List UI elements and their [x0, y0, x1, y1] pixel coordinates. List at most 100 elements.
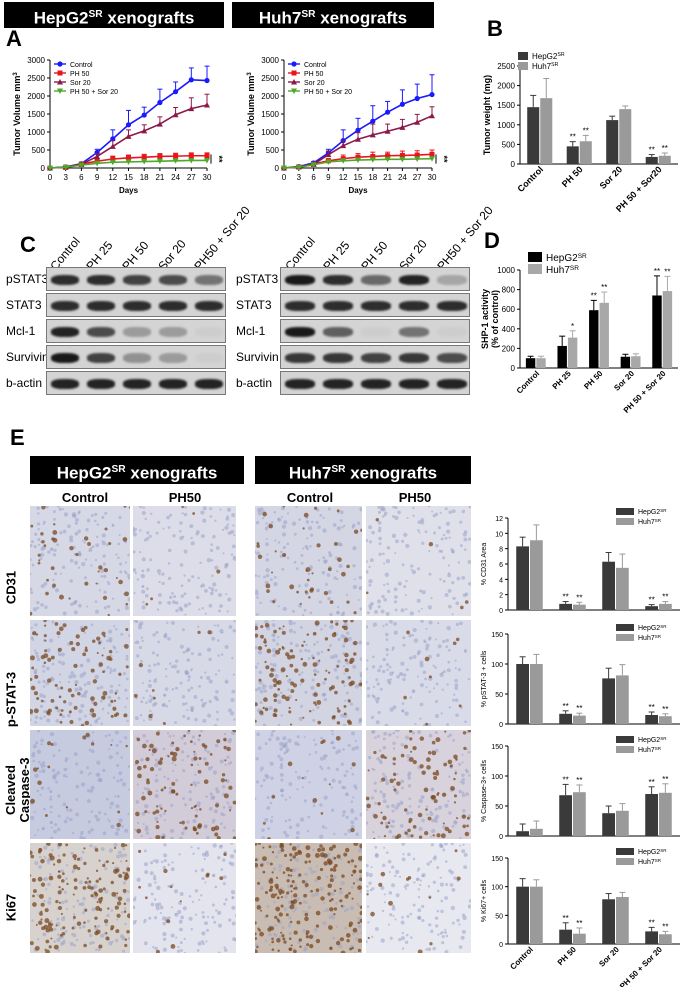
nucleus-dot [455, 601, 460, 606]
nucleus-dot [447, 735, 450, 738]
huh7-title-suffix: xenografts [315, 8, 408, 28]
nucleus-dot [227, 762, 231, 766]
stain-dot [309, 710, 312, 713]
stain-dot [455, 637, 460, 642]
nucleus-dot [205, 795, 208, 798]
stain-dot [110, 925, 115, 930]
nucleus-dot [306, 547, 309, 551]
significance-label: ** [649, 778, 655, 787]
nucleus-dot [266, 806, 271, 810]
y-tick-label: 12 [495, 516, 503, 523]
stain-dot [175, 792, 179, 796]
nucleus-dot [447, 589, 452, 593]
data-point [429, 112, 435, 119]
nucleus-dot [139, 713, 143, 717]
nucleus-dot [375, 678, 379, 682]
stain-dot [74, 858, 77, 861]
nucleus-dot [181, 695, 186, 699]
nucleus-dot [231, 905, 236, 910]
stain-dot [301, 879, 306, 884]
nucleus-dot [296, 775, 302, 780]
nucleus-dot [136, 654, 140, 658]
nucleus-dot [133, 592, 136, 595]
nucleus-dot [126, 890, 130, 894]
nucleus-dot [371, 767, 375, 771]
nucleus-dot [302, 928, 307, 933]
nucleus-dot [456, 918, 460, 923]
stain-dot [330, 620, 334, 624]
nucleus-dot [266, 861, 270, 865]
nucleus-dot [400, 608, 405, 613]
nucleus-dot [430, 929, 434, 933]
stain-dot [360, 683, 362, 686]
stain-dot [69, 719, 74, 725]
nucleus-dot [99, 685, 104, 689]
stain-dot [90, 894, 94, 898]
nucleus-dot [381, 594, 385, 599]
nucleus-dot [202, 718, 207, 723]
stain-dot [30, 708, 34, 714]
nucleus-dot [124, 828, 129, 833]
stain-dot [334, 690, 338, 695]
nucleus-dot [49, 797, 53, 801]
nucleus-dot [287, 900, 292, 905]
stain-dot [293, 949, 297, 953]
nucleus-dot [461, 913, 466, 917]
nucleus-dot [427, 723, 432, 726]
nucleus-dot [421, 590, 426, 595]
nucleus-dot [109, 667, 112, 670]
stain-dot [164, 809, 167, 813]
nucleus-dot [402, 947, 405, 950]
nucleus-dot [446, 626, 451, 631]
nucleus-dot [419, 879, 423, 882]
nucleus-dot [451, 887, 456, 892]
nucleus-dot [231, 656, 234, 660]
nucleus-dot [435, 682, 439, 686]
nucleus-dot [204, 921, 208, 926]
x-tick-label: 3 [297, 173, 302, 182]
stain-dot [210, 826, 216, 832]
nucleus-dot [416, 877, 420, 881]
nucleus-dot [255, 645, 259, 650]
stain-dot [54, 622, 59, 626]
nucleus-dot [416, 675, 420, 678]
bar [525, 358, 536, 368]
nucleus-dot [141, 585, 145, 588]
stain-dot [276, 896, 280, 900]
ihc-tile [30, 730, 130, 839]
nucleus-dot [265, 542, 269, 547]
nucleus-dot [73, 560, 79, 565]
nucleus-dot [175, 659, 179, 663]
nucleus-dot [82, 924, 86, 929]
nucleus-dot [141, 811, 146, 816]
nucleus-dot [380, 938, 385, 943]
nucleus-dot [354, 786, 358, 790]
significance-label: ** [662, 705, 668, 714]
stain-dot [126, 929, 130, 934]
nucleus-dot [183, 512, 188, 517]
nucleus-dot [327, 766, 331, 770]
nucleus-dot [65, 864, 69, 867]
stain-dot [155, 825, 160, 830]
x-tick-label: 12 [108, 173, 117, 182]
stain-dot [435, 771, 440, 776]
stain-dot [289, 843, 292, 846]
stain-dot [335, 622, 339, 626]
stain-dot [274, 713, 278, 718]
y-tick-label: 0 [499, 608, 503, 615]
nucleus-dot [307, 525, 313, 531]
nucleus-dot [141, 639, 144, 643]
nucleus-dot [184, 669, 189, 674]
stain-dot [84, 581, 89, 586]
nucleus-dot [434, 731, 438, 735]
nucleus-dot [382, 745, 387, 750]
nucleus-dot [208, 586, 211, 589]
nucleus-dot [401, 843, 406, 846]
nucleus-dot [293, 560, 297, 564]
stain-dot [149, 766, 155, 772]
stain-dot [350, 680, 355, 686]
nucleus-dot [394, 806, 399, 810]
nucleus-dot [208, 679, 213, 684]
y-tick-label: 2000 [261, 92, 279, 101]
stain-dot [153, 696, 156, 700]
